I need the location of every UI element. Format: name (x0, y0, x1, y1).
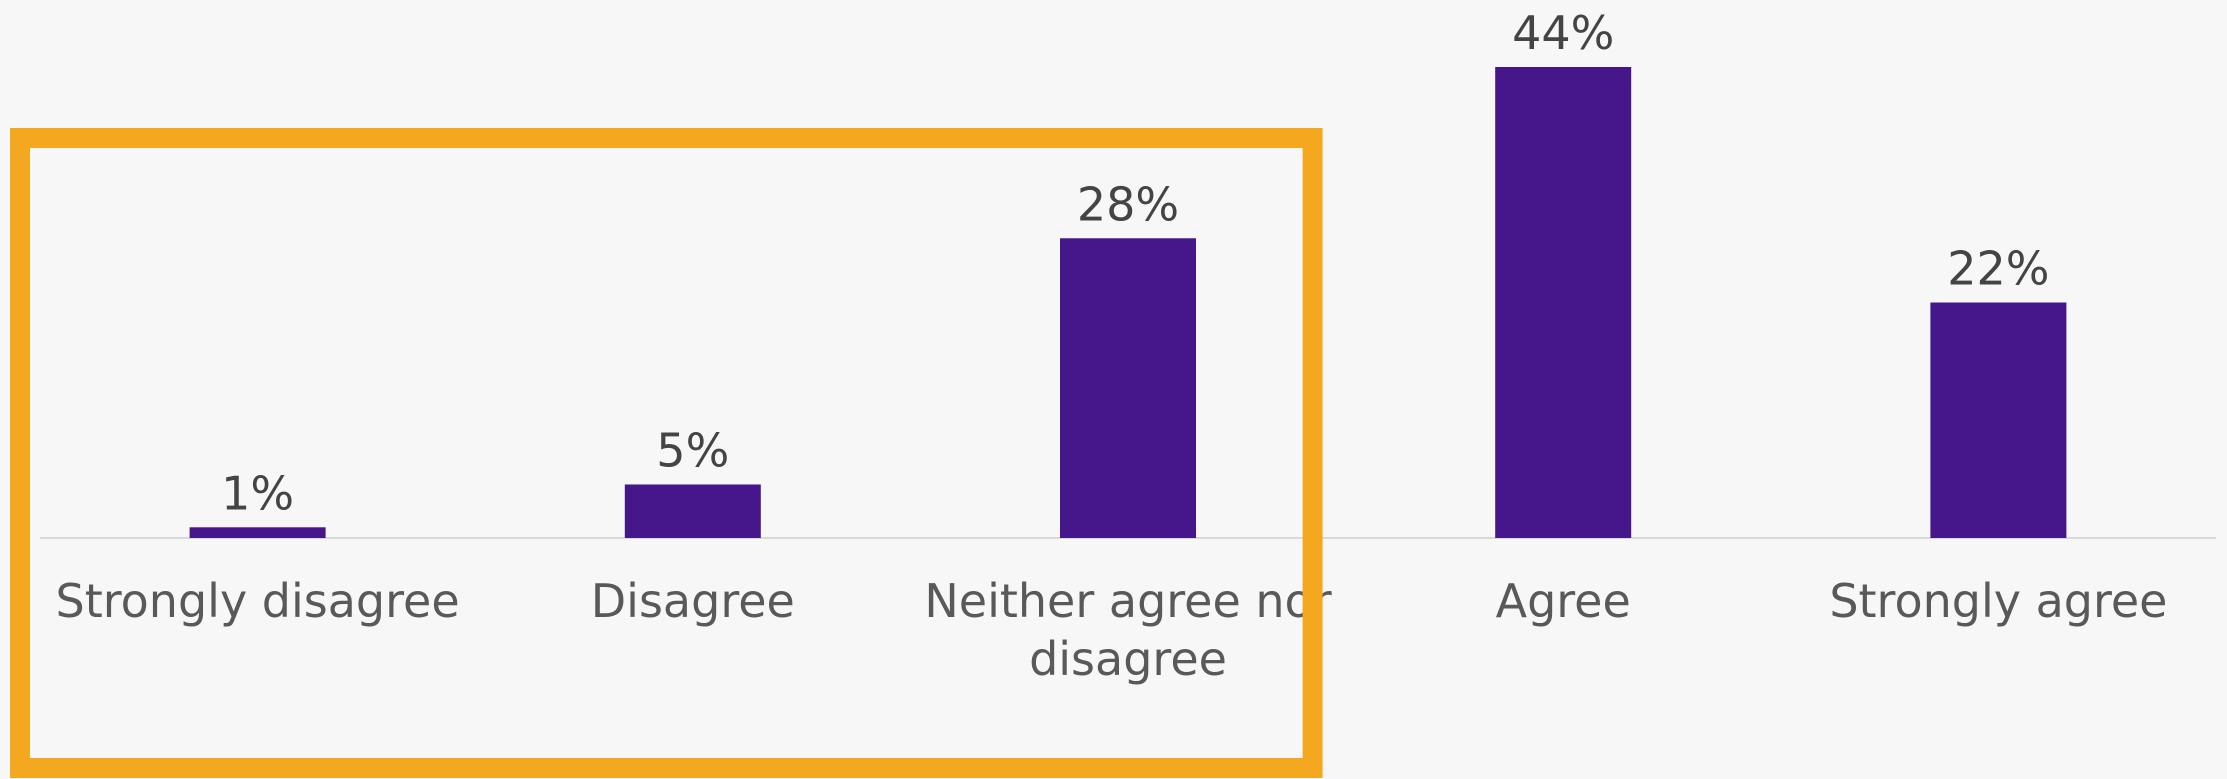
value-label-strongly-agree: 22% (1947, 242, 2049, 296)
bar-disagree (624, 484, 761, 538)
bar-neither-agree-nor-disagree (1060, 238, 1196, 539)
category-label-strongly-agree: Strongly agree (1829, 574, 2167, 628)
category-label-agree: Agree (1496, 574, 1631, 628)
bar-strongly-agree (1930, 302, 2067, 538)
highlight-box (10, 128, 1323, 778)
value-label-agree: 44% (1512, 6, 1614, 60)
value-label-neither-agree-nor-disagree: 28% (1077, 177, 1179, 231)
value-label-disagree: 5% (656, 423, 729, 477)
category-label-disagree: Disagree (591, 574, 795, 628)
bars-group (189, 67, 2067, 539)
category-label-line: Neither agree nor (924, 574, 1331, 628)
bar-strongly-disagree (189, 527, 326, 538)
category-label-line: disagree (1029, 632, 1227, 686)
category-label-line: Disagree (591, 574, 795, 628)
category-label-neither-agree-nor-disagree: Neither agree nor disagree (924, 574, 1331, 686)
category-label-line: Strongly agree (1829, 574, 2167, 628)
bar-agree (1495, 67, 1632, 538)
category-label-strongly-disagree: Strongly disagree (56, 574, 460, 628)
value-label-strongly-disagree: 1% (221, 466, 294, 520)
category-label-line: Strongly disagree (56, 574, 460, 628)
category-label-line: Agree (1496, 574, 1631, 628)
category-labels-group: Strongly disagree Disagree Neither agree n… (56, 574, 2168, 686)
value-labels-group: 1% 5% 28% 44% 22% (221, 6, 2049, 520)
